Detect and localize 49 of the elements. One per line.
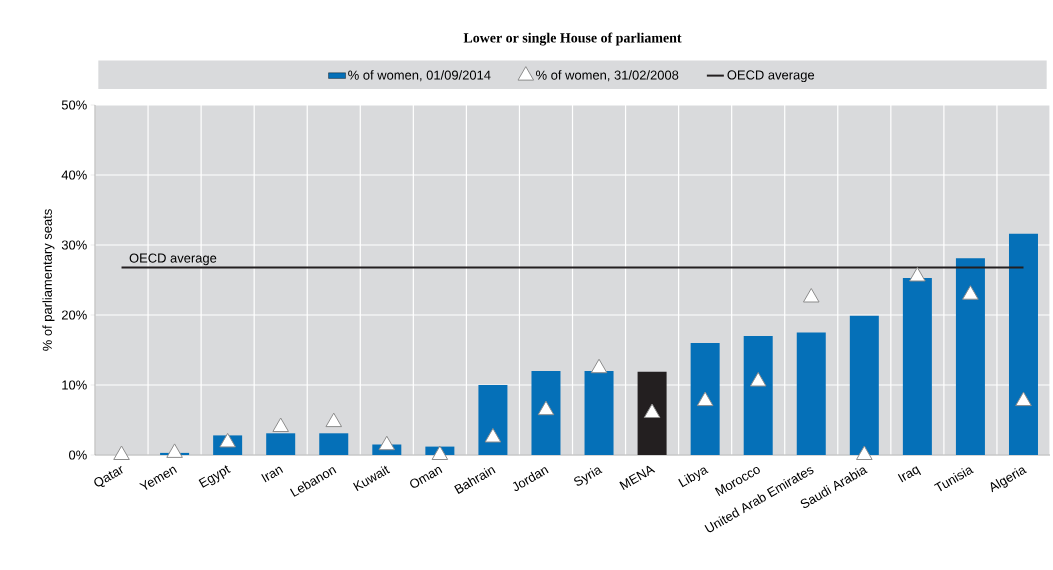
x-tick-label: Qatar — [94, 466, 123, 487]
x-tick-label: Oman — [410, 466, 443, 488]
point — [749, 372, 767, 387]
point — [325, 412, 343, 428]
bar — [1008, 233, 1038, 455]
ref-line-label: OECD average — [129, 253, 217, 266]
x-tick-label: Syria — [574, 467, 603, 486]
point — [590, 358, 608, 374]
point — [484, 428, 502, 443]
point — [113, 445, 130, 460]
chart-title: Lower or single House of parliament — [463, 32, 682, 46]
point — [166, 443, 183, 458]
x-tick-label: Libya — [678, 467, 709, 488]
point — [431, 445, 449, 460]
bar — [478, 385, 508, 455]
bar — [902, 277, 932, 455]
point — [856, 445, 873, 460]
bar — [266, 433, 296, 455]
bar — [690, 343, 720, 455]
y-axis-title: % of parliamentary seats — [42, 209, 55, 351]
x-tick-label: Iraq — [897, 466, 922, 483]
y-tick-label: 30% — [61, 240, 87, 250]
point — [537, 400, 555, 416]
text: OECD average — [727, 70, 815, 83]
point — [1015, 391, 1032, 407]
bar — [319, 433, 349, 455]
point — [378, 435, 396, 451]
point — [962, 285, 979, 300]
y-tick-label: 40% — [61, 170, 87, 180]
point — [696, 391, 714, 407]
y-tick-label: 10% — [62, 380, 87, 390]
y-tick-label: 50% — [61, 100, 87, 110]
point — [219, 432, 236, 448]
legend-label: % of women, 31/02/2008 — [536, 70, 679, 82]
bar — [584, 371, 614, 455]
bar — [743, 336, 773, 455]
bar — [637, 371, 667, 455]
legend-label: % of women, 01/09/2014 — [348, 70, 491, 82]
point — [643, 403, 661, 418]
y-tick-label: 0% — [69, 450, 87, 460]
bar — [849, 315, 879, 455]
point — [802, 288, 820, 303]
x-tick-label: Iran — [261, 466, 284, 483]
bar — [955, 258, 985, 455]
y-tick-label: 20% — [61, 310, 87, 320]
bar — [796, 332, 826, 455]
bar — [531, 371, 561, 455]
point — [272, 417, 289, 432]
point — [909, 267, 926, 282]
